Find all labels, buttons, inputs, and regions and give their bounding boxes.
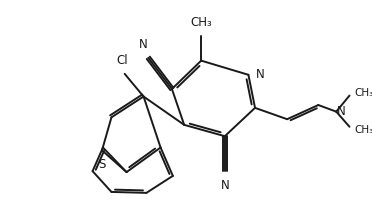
Text: CH₃: CH₃ — [354, 88, 372, 98]
Text: CH₃: CH₃ — [190, 16, 212, 30]
Text: N: N — [337, 105, 346, 118]
Text: S: S — [98, 158, 106, 171]
Text: Cl: Cl — [116, 54, 128, 67]
Text: N: N — [221, 179, 229, 192]
Text: N: N — [139, 38, 148, 51]
Text: N: N — [256, 68, 265, 81]
Text: CH₃: CH₃ — [354, 124, 372, 135]
